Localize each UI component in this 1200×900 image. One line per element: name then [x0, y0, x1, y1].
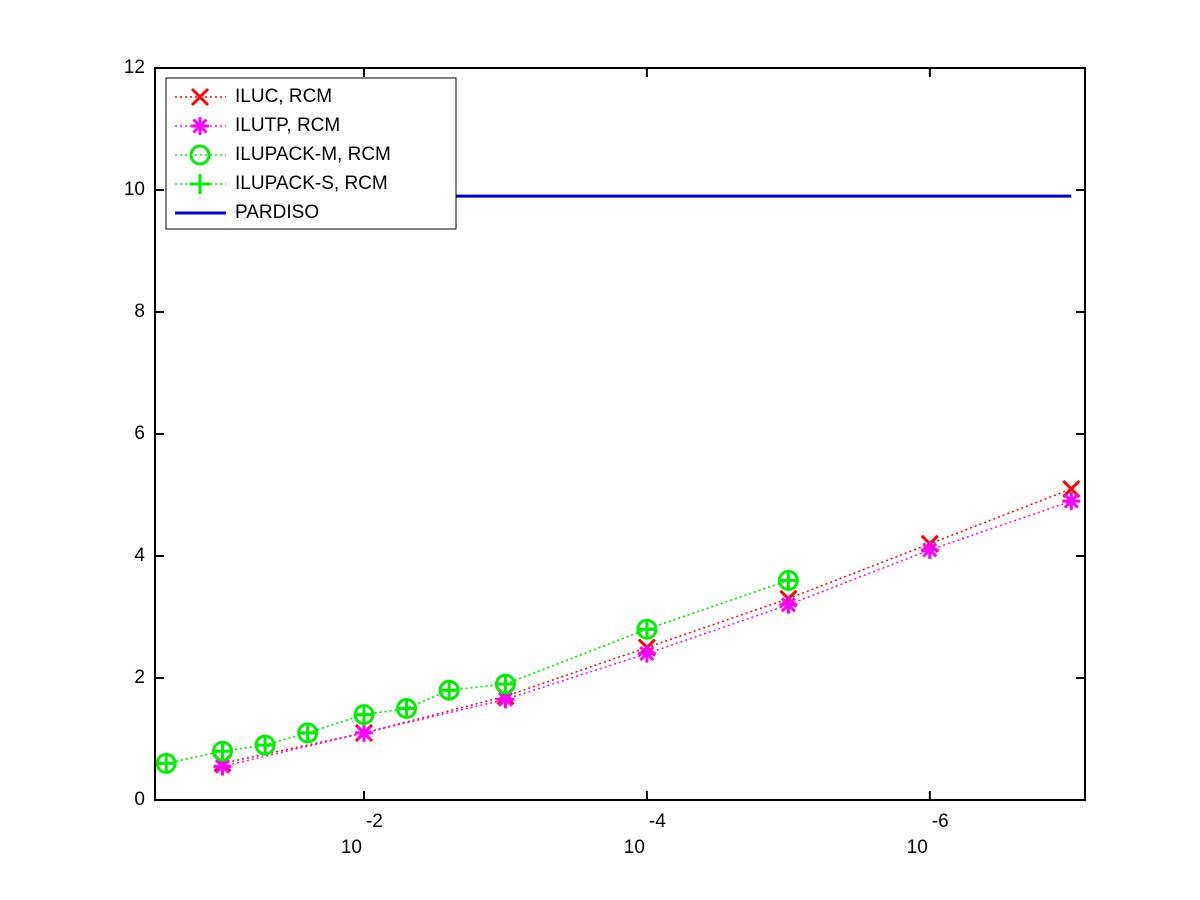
series-line	[166, 579, 789, 765]
legend-box	[165, 77, 457, 230]
marker	[1062, 492, 1081, 511]
marker	[255, 735, 276, 756]
legend-marker	[190, 174, 210, 194]
marker	[496, 690, 515, 709]
marker	[920, 540, 939, 559]
marker	[213, 757, 232, 776]
marker	[354, 723, 373, 742]
marker	[439, 680, 460, 701]
marker	[212, 741, 233, 762]
y-tick-label: 2	[134, 667, 145, 688]
x-tick-exponent: -4	[649, 811, 666, 832]
marker	[495, 674, 516, 695]
legend-label: ILUPACK-M, RCM	[235, 144, 391, 165]
legend-label: PARDISO	[235, 202, 319, 223]
legend-marker	[190, 87, 210, 107]
x-tick-exponent: -2	[366, 811, 383, 832]
legend-marker	[191, 117, 209, 135]
plot-frame	[154, 67, 1086, 801]
marker	[778, 570, 799, 591]
legend-label: ILUPACK-S, RCM	[235, 173, 388, 194]
legend-marker	[189, 144, 211, 166]
marker	[156, 753, 177, 774]
legend: ILUC, RCM ILUTP, RCM ILUPACK-M, RCM ILUPACK…	[165, 77, 457, 230]
y-tick-label: 4	[134, 545, 145, 566]
x-tick-label: 10	[907, 837, 928, 858]
x-tick-exponent: -6	[932, 811, 949, 832]
legend-label: ILUTP, RCM	[235, 115, 340, 136]
legend-label: ILUC, RCM	[235, 86, 332, 107]
marker	[637, 644, 656, 663]
y-tick-label: 8	[134, 301, 145, 322]
y-tick-label: 0	[134, 789, 145, 810]
marker	[396, 698, 417, 719]
x-tick-label: 10	[341, 837, 362, 858]
marker	[353, 704, 374, 725]
marker	[779, 595, 798, 614]
marker	[636, 619, 657, 640]
x-tick-label: 10	[624, 837, 645, 858]
y-tick-label: 12	[124, 57, 145, 78]
marker	[297, 722, 318, 743]
y-tick-label: 10	[124, 179, 145, 200]
y-tick-label: 6	[134, 423, 145, 444]
